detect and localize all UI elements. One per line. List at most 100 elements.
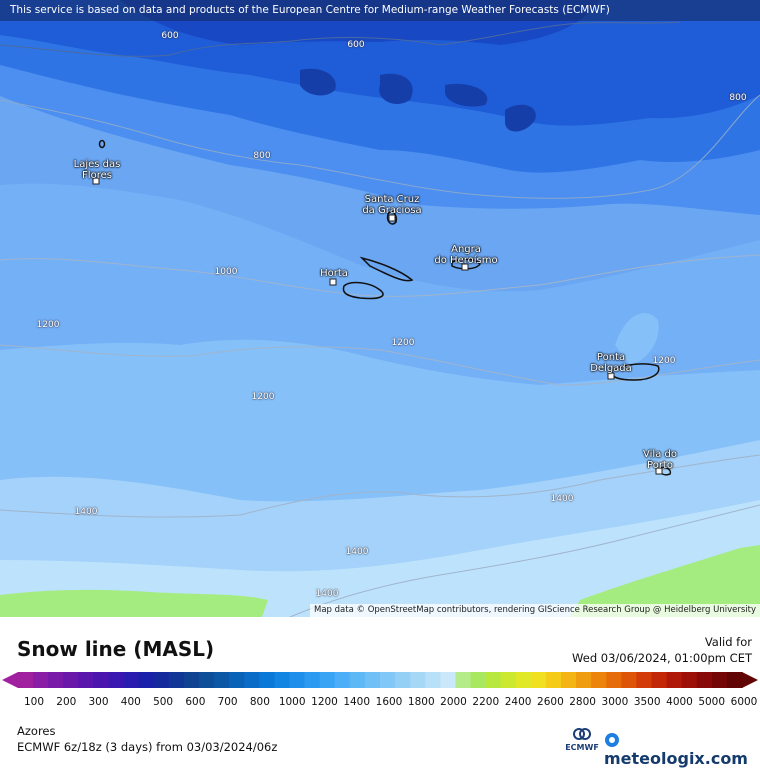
contour-label: 1400	[550, 494, 574, 504]
contour-label: 1200	[36, 320, 60, 330]
scale-swatch	[470, 672, 487, 688]
meteologix-logo[interactable]: meteologix.com	[604, 730, 760, 768]
legend-panel: Snow line (MASL) Valid for Wed 03/06/202…	[0, 617, 760, 768]
scale-swatch	[319, 672, 336, 688]
scale-swatch	[410, 672, 426, 688]
scale-tick-label: 6000	[730, 696, 758, 708]
scale-tick-label: 3000	[601, 696, 629, 708]
scale-tick-label: 2600	[537, 696, 564, 708]
city-marker[interactable]	[607, 372, 615, 380]
contour-label: 800	[729, 93, 747, 103]
scale-swatch	[380, 672, 396, 688]
scale-swatch	[500, 672, 517, 688]
city-label-horta: Horta	[320, 268, 348, 279]
city-marker[interactable]	[655, 467, 663, 475]
contour-label: 800	[253, 151, 271, 161]
scale-swatch	[576, 672, 592, 688]
contour-label: 600	[161, 31, 179, 41]
scale-tick-label: 1000	[278, 696, 306, 708]
scale-swatch	[199, 672, 215, 688]
city-marker[interactable]	[461, 263, 469, 271]
scale-swatch	[244, 672, 260, 688]
scale-swatch	[440, 672, 457, 688]
meteologix-logo-icon	[605, 733, 619, 747]
scale-tick-label: 1600	[375, 696, 403, 708]
color-scale-bar	[2, 672, 758, 688]
scale-tick-label: 500	[153, 696, 174, 708]
snow-line-field	[0, 0, 760, 617]
scale-swatch	[108, 672, 125, 688]
scale-swatch	[681, 672, 698, 688]
scale-swatch	[485, 672, 502, 688]
map-attribution[interactable]: Map data © OpenStreetMap contributors, r…	[310, 604, 760, 617]
scale-swatch	[78, 672, 95, 688]
scale-swatch	[304, 672, 321, 688]
scale-swatch	[349, 672, 366, 688]
model-run-info: ECMWF 6z/18z (3 days) from 03/03/2024/06…	[17, 740, 278, 754]
city-label-angra-do-heroismo: Angra do Heroísmo	[434, 244, 498, 266]
scale-swatch	[455, 672, 472, 688]
contour-label: 1400	[74, 507, 98, 517]
scale-swatch	[33, 672, 49, 688]
scale-tick-label: 100	[23, 696, 45, 708]
scale-tick-label: 700	[217, 696, 238, 708]
scale-tick-label: 200	[56, 696, 77, 708]
region-name: Azores	[17, 724, 56, 738]
scale-arrow-high	[742, 672, 758, 688]
scale-swatch	[229, 672, 245, 688]
scale-swatch	[666, 672, 683, 688]
contour-label: 1000	[214, 267, 238, 277]
scale-swatch	[259, 672, 276, 688]
scale-tick-label: 2800	[569, 696, 596, 708]
scale-swatch	[651, 672, 668, 688]
scale-swatch	[515, 672, 532, 688]
ecmwf-notice-banner: This service is based on data and produc…	[0, 0, 760, 21]
scale-swatch	[711, 672, 728, 688]
contour-label: 1200	[251, 392, 275, 402]
scale-tick-label: 1800	[407, 696, 435, 708]
scale-swatch	[696, 672, 713, 688]
scale-tick-label: 600	[185, 696, 206, 708]
scale-tick-label: 3500	[633, 696, 661, 708]
scale-tick-label: 4000	[666, 696, 693, 708]
scale-arrow-low	[2, 672, 18, 688]
scale-swatch	[168, 672, 185, 688]
contour-label: 1200	[652, 356, 676, 366]
weather-map[interactable]: This service is based on data and produc…	[0, 0, 760, 617]
scale-tick-label: 800	[249, 696, 270, 708]
scale-swatch	[18, 672, 34, 688]
city-label-santa-cruz-da-graciosa: Santa Cruz da Graciosa	[362, 194, 422, 216]
legend-title: Snow line (MASL)	[17, 637, 215, 661]
contour-label: 1200	[391, 338, 415, 348]
scale-tick-label: 2400	[504, 696, 532, 708]
scale-swatch	[123, 672, 140, 688]
city-marker[interactable]	[388, 214, 396, 222]
scale-swatch	[334, 672, 351, 688]
contour-label: 1400	[345, 547, 369, 557]
scale-swatch	[530, 672, 547, 688]
valid-label: Valid for	[704, 635, 752, 649]
scale-tick-label: 1200	[311, 696, 338, 708]
contour-label: 1400	[315, 589, 339, 599]
scale-swatch	[364, 672, 381, 688]
scale-tick-label: 400	[120, 696, 141, 708]
scale-swatch	[726, 672, 743, 688]
scale-swatch	[561, 672, 577, 688]
scale-swatch	[606, 672, 622, 688]
scale-tick-label: 1400	[343, 696, 371, 708]
scale-swatch	[138, 672, 155, 688]
scale-swatch	[591, 672, 607, 688]
scale-swatch	[621, 672, 638, 688]
scale-swatch	[214, 672, 230, 688]
city-marker[interactable]	[92, 177, 100, 185]
ecmwf-logo[interactable]: ECMWF	[562, 727, 602, 752]
scale-swatch	[425, 672, 441, 688]
valid-time: Valid for Wed 03/06/2024, 01:00pm CET	[572, 634, 752, 666]
city-label-lajes-das-flores: Lajes das Flores	[73, 159, 121, 181]
scale-swatch	[48, 672, 64, 688]
city-marker[interactable]	[329, 278, 337, 286]
city-label-vila-do-porto: Vila do Porto	[643, 449, 677, 471]
scale-swatch	[274, 672, 291, 688]
scale-swatch	[395, 672, 411, 688]
ecmwf-logo-icon	[573, 728, 591, 740]
